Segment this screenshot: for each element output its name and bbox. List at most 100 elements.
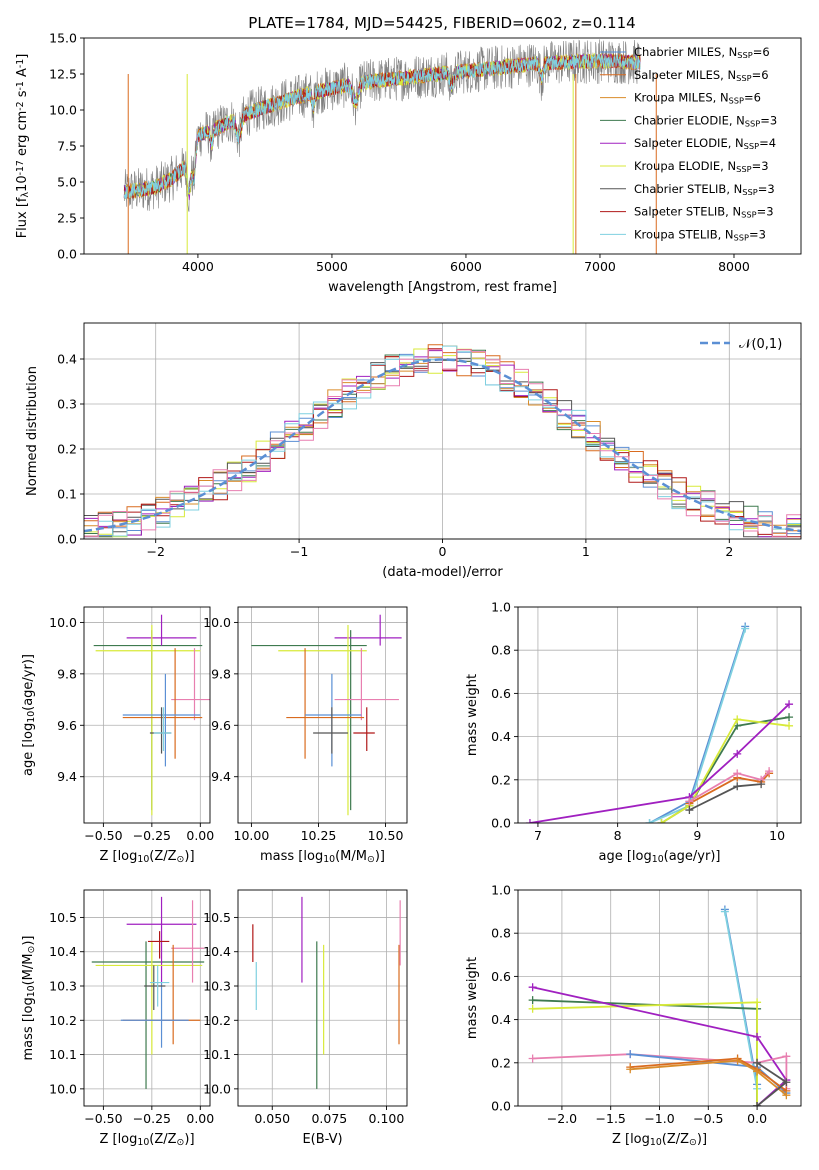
y-tick-label: 9.6 <box>211 718 231 733</box>
y-tick-label: 0.6 <box>491 686 511 701</box>
series-marker <box>753 1102 762 1106</box>
x-tick-label: 7000 <box>584 259 616 274</box>
x-tick-label: 10.00 <box>234 828 270 843</box>
legend-label: Chabrier ELODIE, NSSP=3 <box>634 113 777 128</box>
plot-area-age_vs_mass <box>251 614 402 816</box>
errorbar-point-1 <box>126 896 197 983</box>
series-marker <box>528 1004 537 1013</box>
x-tick-label: 0.00 <box>186 1111 214 1126</box>
y-tick-label: 10.0 <box>49 103 77 118</box>
errorbar-point-3 <box>171 900 205 983</box>
errorbar-point-7 <box>353 707 375 751</box>
y-tick-label: 1.0 <box>491 600 511 615</box>
series-marker <box>785 713 794 722</box>
x-axis-label: (data-model)/error <box>382 565 503 580</box>
x-tick-label: 5000 <box>316 259 348 274</box>
y-tick-label: 10.5 <box>49 910 77 925</box>
series-marker <box>785 700 794 709</box>
series-marker <box>733 1056 742 1065</box>
series-line-3 <box>661 718 790 823</box>
legend-label: 𝒩(0,1) <box>739 337 782 352</box>
axes-age_vs_mass: 10.00 10.25 10.50 9.4 9.6 9.8 10.0 mass [log10(… <box>203 606 408 865</box>
x-tick-label: 4000 <box>182 259 214 274</box>
series-marker <box>733 769 742 778</box>
axes-spectrum: 4000 5000 6000 7000 8000 0.0 2.5 5.0 7.5 10.0 12.5… <box>15 31 802 295</box>
x-axis-label: E(B-V) <box>302 1132 342 1147</box>
errorbar-point-2 <box>95 941 203 1055</box>
y-tick-label: 10.2 <box>203 1013 231 1028</box>
y-tick-label: 5.0 <box>57 175 77 190</box>
x-tick-label: 10.25 <box>301 828 337 843</box>
axes-massweight_vs_Z: −2.0 −1.5 −1.0 −0.5 0.0 0.0 0.2 0.4 0.6 0.8 1.0 Z [… <box>465 883 802 1148</box>
y-tick-label: 10.4 <box>203 944 231 959</box>
errorbar-point-2 <box>278 625 367 816</box>
y-tick-label: 9.8 <box>211 666 231 681</box>
series-marker <box>626 1050 635 1059</box>
legend-label: Kroupa ELODIE, NSSP=3 <box>634 159 769 174</box>
y-tick-label: 1.0 <box>491 883 511 898</box>
gaussian-curve <box>84 358 801 533</box>
series-line-8 <box>630 1059 787 1096</box>
y-tick-label: 10.1 <box>49 1047 77 1062</box>
x-tick-label: 0.100 <box>369 1111 405 1126</box>
y-tick-label: 12.5 <box>49 67 77 82</box>
x-tick-label: 0.050 <box>254 1111 290 1126</box>
x-tick-label: −0.25 <box>133 828 171 843</box>
plot-area-spectrum <box>123 39 657 254</box>
x-tick-label: 9 <box>693 828 701 843</box>
series-marker <box>753 998 762 1007</box>
x-tick-label: 0.0 <box>747 1111 767 1126</box>
x-tick-label: −1.0 <box>644 1111 674 1126</box>
series-marker <box>782 1078 791 1087</box>
x-tick-label: −1.5 <box>596 1111 626 1126</box>
x-axis-label: mass [log10(M/M⊙)] <box>260 849 385 865</box>
axes-mass_vs_Z: −0.50 −0.25 0.00 10.0 10.1 10.2 10.3 10.4 10.5 Z … <box>21 889 214 1148</box>
y-axis-label: Flux [fλ10-17 erg cm-2 s-1 A-1] <box>15 54 31 239</box>
x-tick-label: −0.25 <box>133 1111 171 1126</box>
y-tick-label: 10.0 <box>49 1081 77 1096</box>
legend-label: Kroupa STELIB, NSSP=3 <box>634 227 766 242</box>
y-tick-label: 0.6 <box>491 969 511 984</box>
series-marker <box>782 1052 791 1061</box>
axes-massweight_vs_age: 7 8 9 10 0.0 0.2 0.4 0.6 0.8 1.0 age [log10(age/yr… <box>465 600 802 865</box>
y-axis-label: mass [log10(M/M⊙)] <box>21 936 37 1061</box>
legend-label: Salpeter ELODIE, NSSP=4 <box>634 136 776 151</box>
y-tick-label: 9.8 <box>57 666 77 681</box>
series-marker <box>525 819 534 823</box>
x-axis-label: Z [log10(Z/Z⊙)] <box>612 1132 707 1148</box>
series-marker <box>657 819 666 823</box>
x-tick-label: 8 <box>614 828 622 843</box>
series-marker <box>528 996 537 1005</box>
x-tick-label: 6000 <box>450 259 482 274</box>
y-tick-label: 10.5 <box>203 910 231 925</box>
x-tick-label: 0 <box>439 544 447 559</box>
spectrum-line-m9 <box>123 53 641 200</box>
y-tick-label: 10.0 <box>203 1081 231 1096</box>
y-tick-label: 7.5 <box>57 139 77 154</box>
x-tick-label: 10.50 <box>368 828 404 843</box>
y-tick-label: 2.5 <box>57 211 77 226</box>
x-tick-label: −0.50 <box>84 828 122 843</box>
errorbar-point-6 <box>144 965 166 1010</box>
series-marker <box>733 715 742 724</box>
x-tick-label: 2 <box>725 544 733 559</box>
x-tick-label: −0.50 <box>84 1111 122 1126</box>
x-tick-label: 8000 <box>718 259 750 274</box>
y-tick-label: 15.0 <box>49 31 77 46</box>
y-tick-label: 0.4 <box>57 352 77 367</box>
series-marker <box>733 782 742 791</box>
series-marker <box>741 624 750 633</box>
y-tick-label: 10.0 <box>203 615 231 630</box>
series-marker <box>782 1091 791 1100</box>
errorbar-point-1 <box>334 614 402 646</box>
axes-residuals: −2 −1 0 1 2 0.0 0.1 0.2 0.3 0.4 (data-model)/error… <box>25 322 802 580</box>
legend-label: Salpeter MILES, NSSP=6 <box>634 68 769 83</box>
errorbar-point-4 <box>122 648 203 759</box>
plot-area-mass_vs_Z <box>91 896 205 1089</box>
y-tick-label: 10.3 <box>49 979 77 994</box>
legend-label: Chabrier STELIB, NSSP=3 <box>634 182 775 197</box>
errorbar-point-8 <box>149 965 170 1007</box>
errorbar-point-7 <box>153 707 172 751</box>
spectrum-legend: Chabrier MILES, NSSP=6 Salpeter MILES, NS… <box>600 45 777 242</box>
